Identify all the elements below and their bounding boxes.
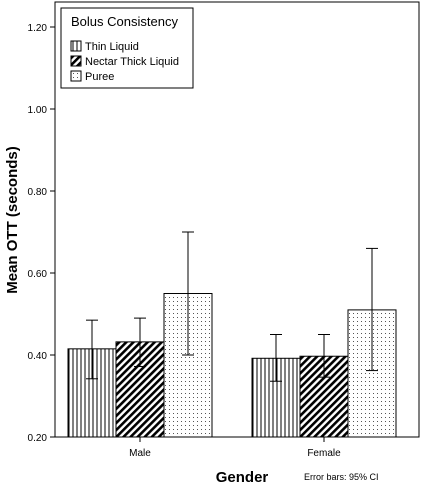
legend-swatch xyxy=(70,55,82,67)
y-tick-label: 1.20 xyxy=(28,23,48,34)
y-tick-label: 0.20 xyxy=(28,433,48,444)
y-tick-label: 0.60 xyxy=(28,269,48,280)
x-axis: Male Female xyxy=(129,437,341,459)
y-axis-title: Mean OTT (seconds) xyxy=(4,146,21,294)
y-tick-label: 0.80 xyxy=(28,187,48,198)
x-tick-label: Female xyxy=(307,448,341,459)
legend-box xyxy=(60,7,194,89)
y-tick-label: 1.00 xyxy=(28,105,48,116)
x-tick-label: Male xyxy=(129,448,151,459)
legend-swatch xyxy=(70,70,82,82)
y-axis: 0.20 0.40 0.60 0.80 1.00 1.20 xyxy=(28,23,55,444)
y-tick-label: 0.40 xyxy=(28,351,48,362)
legend-title: Bolus Consistency xyxy=(71,14,178,29)
error-bar-note: Error bars: 95% CI xyxy=(304,472,379,482)
legend-swatch xyxy=(70,40,82,52)
legend-label: Thin Liquid xyxy=(85,41,139,53)
error-bars xyxy=(86,231,378,382)
legend-label: Puree xyxy=(85,71,114,83)
legend-label: Nectar Thick Liquid xyxy=(85,56,179,68)
legend: Bolus Consistency Thin Liquid Nectar Thic… xyxy=(60,7,194,89)
x-axis-title: Gender xyxy=(216,469,269,486)
legend-items: Thin Liquid Nectar Thick Liquid Puree xyxy=(70,40,179,83)
